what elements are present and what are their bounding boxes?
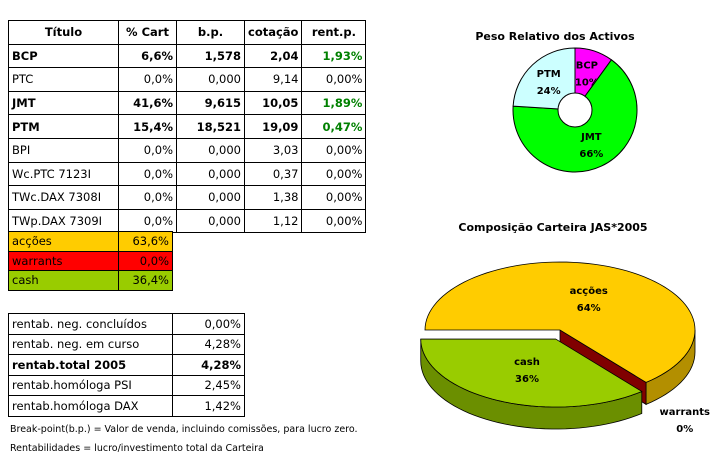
value-label: 0% xyxy=(676,424,693,435)
allocation-table: acções 63,6% warrants 0,0% cash 36,4% xyxy=(8,231,173,291)
table-row: TWp.DAX 7309I 0,0% 0,000 1,12 0,00% xyxy=(8,208,367,234)
table-cell: 63,6% xyxy=(118,231,173,252)
table-cell: Wc.PTC 7123I xyxy=(8,161,119,187)
stock-table: Título% Cart b.p. cotação rent.p. BCP 6,6% 1,5… xyxy=(8,20,367,234)
pie-slice xyxy=(512,47,576,111)
chart-title: Composição Carteira JAS*2005 xyxy=(458,221,647,234)
table-cell: 0,00% xyxy=(301,67,367,92)
returns-table: rentab. neg. concluídos 0,00% rentab. neg.… xyxy=(8,313,245,417)
table-cell: 0,000 xyxy=(176,161,245,187)
note: Break-point(b.p.) = Valor de venda, incl… xyxy=(10,424,358,435)
donut-hole xyxy=(557,92,593,128)
table-cell: 6,6% xyxy=(118,43,177,69)
table-cell: 0,0% xyxy=(118,137,177,163)
table-row: rentab.homóloga PSI 2,45% xyxy=(8,374,245,396)
table-row: JMT 41,6% 9,615 10,05 1,89% xyxy=(8,90,367,116)
table-cell: 0,00% xyxy=(301,137,367,163)
table-cell: TWc.DAX 7308I xyxy=(8,185,119,210)
table-row: rentab. neg. concluídos 0,00% xyxy=(8,313,245,335)
table-row: acções 63,6% xyxy=(8,231,173,252)
table-row: cash 36,4% xyxy=(8,270,173,291)
table-cell: 2,45% xyxy=(172,374,245,396)
note: Rentabilidades = lucro/investimento tota… xyxy=(10,443,264,454)
table-cell: 1,38 xyxy=(243,185,303,210)
table-row: Título% Cart b.p. cotação rent.p. xyxy=(8,20,367,45)
table-cell: PTM xyxy=(8,114,119,139)
table-row: PTM 15,4% 18,521 19,09 0,47% xyxy=(8,114,367,139)
slice-label: warrants xyxy=(660,407,710,418)
slice-label: acções xyxy=(570,286,608,297)
table-row: PTC 0,0% 0,000 9,14 0,00% xyxy=(8,67,367,92)
table-cell: 1,93% xyxy=(301,43,367,69)
chart-title: Peso Relativo dos Activos xyxy=(475,30,635,43)
table-cell: % Cart xyxy=(118,20,177,45)
value-label: 66% xyxy=(579,149,603,160)
table-cell: rentab.total 2005 xyxy=(8,354,173,376)
table-cell: 2,04 xyxy=(243,43,303,69)
table-cell: 10,05 xyxy=(243,90,303,116)
table-row: BPI 0,0% 0,000 3,03 0,00% xyxy=(8,137,367,163)
table-cell: 4,28% xyxy=(172,354,245,376)
table-cell: 36,4% xyxy=(118,270,173,291)
table-cell: 1,578 xyxy=(176,43,245,69)
table-cell: rentab.homóloga PSI xyxy=(8,374,173,396)
value-label: 36% xyxy=(515,374,539,385)
table-row: rentab.total 2005 4,28% xyxy=(8,354,245,376)
table-cell: 0,000 xyxy=(176,185,245,210)
table-cell: rent.p. xyxy=(301,20,367,45)
value-label: 64% xyxy=(577,303,601,314)
slice-label: PTM xyxy=(537,69,561,80)
slice-label: JMT xyxy=(580,132,602,143)
table-cell: 19,09 xyxy=(243,114,303,139)
table-cell: JMT xyxy=(8,90,119,116)
table-cell: BPI xyxy=(8,137,119,163)
table-cell: PTC xyxy=(8,67,119,92)
table-row: warrants 0,0% xyxy=(8,250,173,271)
table-cell: 1,42% xyxy=(172,395,245,417)
table-cell: 0,0% xyxy=(118,250,173,271)
table-cell: 1,89% xyxy=(301,90,367,116)
table-cell: warrants xyxy=(8,250,119,271)
slice-label: BCP xyxy=(576,60,598,71)
table-cell: 0,000 xyxy=(176,137,245,163)
table-cell: 0,000 xyxy=(176,208,245,234)
table-cell: 0,47% xyxy=(301,114,367,139)
table-row: BCP 6,6% 1,578 2,04 1,93% xyxy=(8,43,367,69)
table-cell: 41,6% xyxy=(118,90,177,116)
table-cell: 9,14 xyxy=(243,67,303,92)
pie-slice xyxy=(424,261,696,383)
table-row: rentab.homóloga DAX 1,42% xyxy=(8,395,245,417)
value-label: 10% xyxy=(575,77,599,88)
value-label: 24% xyxy=(537,86,561,97)
table-cell: cash xyxy=(8,270,119,291)
table-cell: 9,615 xyxy=(176,90,245,116)
table-cell: cotação xyxy=(243,20,303,45)
table-cell: 0,0% xyxy=(118,67,177,92)
table-cell: 0,00% xyxy=(301,208,367,234)
slice-label: cash xyxy=(514,357,540,368)
table-cell: Título xyxy=(8,20,119,45)
table-cell: 1,12 xyxy=(243,208,303,234)
table-cell: rentab. neg. concluídos xyxy=(8,313,173,335)
table-cell: 0,00% xyxy=(301,185,367,210)
pie-slice xyxy=(420,338,643,408)
